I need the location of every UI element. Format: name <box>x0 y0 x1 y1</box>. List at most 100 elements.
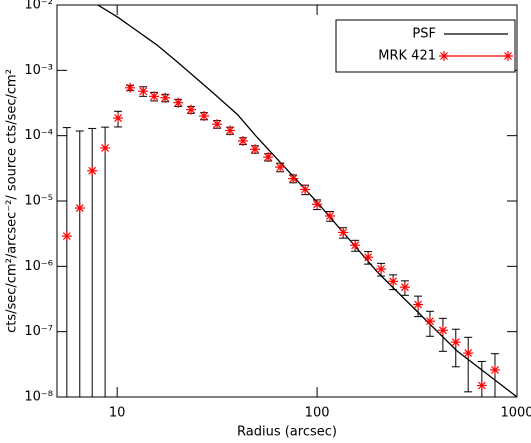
data-point <box>125 82 136 93</box>
data-point <box>100 142 111 153</box>
star-stroke <box>377 265 386 273</box>
error-bar <box>88 127 97 397</box>
star-stroke <box>150 92 159 101</box>
star-stroke <box>200 112 208 120</box>
data-point <box>350 240 361 251</box>
data-point <box>363 252 374 263</box>
data-point <box>463 348 474 359</box>
data-point <box>173 97 184 108</box>
y-tick-label: 10⁻² <box>24 0 53 13</box>
legend: PSF MRK 421 <box>335 19 516 73</box>
legend-label: PSF <box>412 27 436 42</box>
star-stroke <box>414 300 422 309</box>
star-stroke <box>101 143 110 152</box>
data-point <box>399 282 410 293</box>
error-bar <box>451 328 460 368</box>
psf-line <box>97 5 517 397</box>
star-stroke <box>351 241 360 250</box>
data-point <box>74 203 85 214</box>
star-stroke <box>326 212 334 220</box>
star-stroke <box>364 253 373 262</box>
star-stroke <box>251 145 259 154</box>
data-point <box>450 337 461 348</box>
data-point <box>212 119 223 130</box>
legend-box <box>335 19 516 73</box>
data-point <box>424 316 435 327</box>
data-point <box>225 125 236 136</box>
data-point <box>489 364 500 375</box>
x-axis-label: Radius (arcsec) <box>237 425 337 440</box>
data-point <box>263 152 274 163</box>
data-point <box>288 173 299 184</box>
data-point <box>324 210 335 221</box>
x-tick-label: 1000 <box>500 406 531 421</box>
x-tick-label: 10 <box>109 406 126 421</box>
y-tick-label: 10⁻³ <box>24 63 53 78</box>
data-point <box>185 104 196 115</box>
data-point <box>413 299 424 310</box>
star-stroke <box>313 200 322 209</box>
data-point <box>312 199 323 210</box>
data-point <box>61 231 72 242</box>
star-stroke <box>239 137 247 145</box>
star-stroke <box>187 105 195 114</box>
data-point <box>338 227 349 238</box>
star-stroke <box>62 232 71 241</box>
data-point <box>275 162 286 173</box>
star-stroke <box>264 153 273 162</box>
star-stroke <box>139 87 148 96</box>
data-point <box>138 86 149 97</box>
x-tick-label: 100 <box>305 406 330 421</box>
data-point <box>87 165 98 176</box>
data-point <box>437 325 448 336</box>
plot-area <box>61 5 517 397</box>
star-stroke <box>491 365 499 374</box>
star-stroke <box>213 120 221 129</box>
data-point <box>388 276 399 287</box>
star-stroke <box>464 349 473 358</box>
star-stroke <box>426 317 434 326</box>
error-bar <box>62 127 71 397</box>
data-point <box>199 110 210 121</box>
star-stroke <box>504 52 512 60</box>
error-bar <box>101 126 110 397</box>
data-point <box>476 380 487 391</box>
y-axis-label: cts/sec/cm²/arcsec⁻²/ source cts/sec/cm² <box>5 69 20 333</box>
star-stroke <box>174 98 183 107</box>
star-stroke <box>438 326 447 335</box>
y-tick-label: 10⁻⁷ <box>24 324 53 339</box>
error-bar <box>490 353 499 397</box>
y-tick-label: 10⁻⁵ <box>24 194 53 209</box>
star-stroke <box>389 277 398 286</box>
star-stroke <box>301 185 310 194</box>
data-point <box>238 135 249 146</box>
star-stroke <box>289 174 298 183</box>
y-tick-label: 10⁻⁶ <box>24 259 53 274</box>
error-bar <box>75 130 84 397</box>
legend-marker <box>503 51 513 61</box>
star-stroke <box>276 163 285 172</box>
star-stroke <box>400 283 409 292</box>
data-point <box>149 91 160 102</box>
star-stroke <box>451 338 460 347</box>
star-stroke <box>126 83 134 92</box>
star-stroke <box>440 52 448 60</box>
legend-label: MRK 421 <box>378 49 436 64</box>
data-point <box>249 144 260 155</box>
star-stroke <box>161 93 170 102</box>
data-point <box>113 113 124 124</box>
legend-marker <box>439 51 449 61</box>
star-stroke <box>114 114 122 122</box>
star-stroke <box>75 204 84 212</box>
data-point <box>300 184 311 195</box>
star-stroke <box>226 126 234 135</box>
star-stroke <box>88 166 97 175</box>
data-point <box>160 92 171 103</box>
y-tick-label: 10⁻⁴ <box>24 128 53 143</box>
data-point <box>376 264 387 275</box>
star-stroke <box>477 381 486 390</box>
star-stroke <box>339 228 348 237</box>
y-tick-label: 10⁻⁸ <box>24 390 53 405</box>
error-bar <box>464 336 473 393</box>
